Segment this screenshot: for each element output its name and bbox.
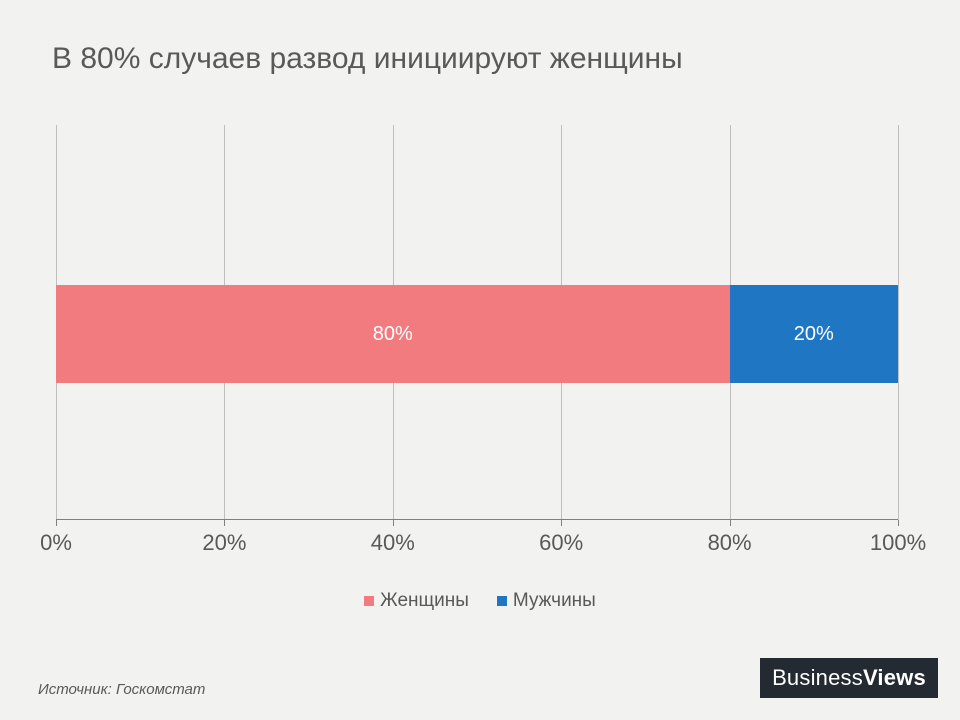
tick-mark xyxy=(393,520,394,526)
legend-label: Женщины xyxy=(380,590,469,612)
legend-swatch xyxy=(364,596,374,606)
tick-mark xyxy=(56,520,57,526)
tick-label: 40% xyxy=(371,530,415,556)
bar-segment: 20% xyxy=(730,285,898,383)
chart-area: 0%20%40%60%80%100%80%20% xyxy=(56,125,898,520)
tick-mark xyxy=(730,520,731,526)
chart-title: В 80% случаев развод инициируют женщины xyxy=(52,40,908,78)
gridline xyxy=(898,125,899,520)
brand-part2: Views xyxy=(863,665,926,691)
brand-badge: BusinessViews xyxy=(760,658,938,698)
tick-mark xyxy=(224,520,225,526)
legend-label: Мужчины xyxy=(513,590,596,612)
legend-item: Женщины xyxy=(364,590,469,612)
legend-item: Мужчины xyxy=(497,590,596,612)
tick-label: 80% xyxy=(708,530,752,556)
tick-label: 60% xyxy=(539,530,583,556)
tick-mark xyxy=(898,520,899,526)
tick-label: 100% xyxy=(870,530,926,556)
bar-value-label: 20% xyxy=(794,323,834,346)
legend: Женщины Мужчины xyxy=(330,590,630,612)
plot-area: 0%20%40%60%80%100%80%20% xyxy=(56,125,898,520)
bar-row: 80% 20% xyxy=(56,285,898,383)
tick-label: 0% xyxy=(40,530,72,556)
brand-part1: Business xyxy=(772,665,863,691)
infographic-canvas: В 80% случаев развод инициируют женщины … xyxy=(0,0,960,720)
bar-segment: 80% xyxy=(56,285,730,383)
bar-value-label: 80% xyxy=(373,323,413,346)
tick-label: 20% xyxy=(202,530,246,556)
x-axis-line xyxy=(56,519,898,520)
tick-mark xyxy=(561,520,562,526)
source-attribution: Источник: Госкомстат xyxy=(38,681,205,698)
legend-swatch xyxy=(497,596,507,606)
